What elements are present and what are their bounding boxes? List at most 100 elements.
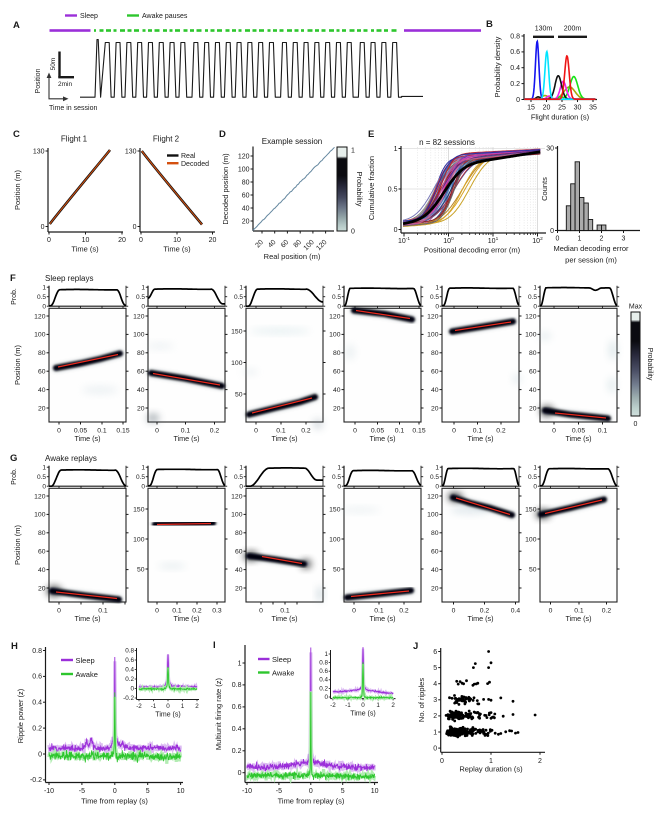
svg-text:0.6: 0.6 — [232, 704, 242, 711]
svg-text:0.5: 0.5 — [332, 474, 341, 481]
svg-text:0.5: 0.5 — [234, 474, 243, 481]
svg-text:0.05: 0.05 — [371, 428, 384, 435]
svg-text:2: 2 — [391, 702, 395, 709]
svg-text:per session (m): per session (m) — [565, 256, 617, 265]
svg-text:Time (s): Time (s) — [467, 614, 493, 623]
svg-text:0: 0 — [155, 428, 159, 435]
svg-text:60: 60 — [242, 192, 250, 199]
svg-text:10: 10 — [173, 237, 181, 244]
svg-text:0: 0 — [352, 608, 356, 615]
svg-text:50: 50 — [137, 566, 145, 573]
svg-text:Time (s): Time (s) — [369, 614, 395, 623]
svg-text:Time (s): Time (s) — [155, 712, 180, 719]
svg-text:Position (m): Position (m) — [13, 344, 22, 385]
svg-text:0: 0 — [238, 770, 242, 777]
svg-text:0: 0 — [57, 608, 61, 615]
svg-text:100: 100 — [238, 166, 250, 173]
svg-text:0: 0 — [113, 788, 117, 795]
svg-text:Position (m): Position (m) — [13, 524, 22, 565]
svg-text:60: 60 — [529, 369, 537, 376]
svg-text:1: 1 — [351, 148, 355, 155]
svg-text:1: 1 — [533, 464, 537, 471]
svg-text:0: 0 — [351, 229, 355, 236]
svg-text:0.5: 0.5 — [234, 294, 243, 301]
svg-text:0.3: 0.3 — [212, 608, 222, 615]
svg-text:100: 100 — [329, 536, 341, 543]
svg-text:Decoded: Decoded — [181, 161, 209, 168]
svg-text:-2: -2 — [136, 703, 142, 710]
svg-text:J: J — [413, 641, 418, 652]
svg-text:0.8: 0.8 — [319, 660, 328, 667]
svg-text:0.2: 0.2 — [510, 81, 520, 88]
svg-text:Real: Real — [181, 153, 196, 160]
svg-text:35: 35 — [589, 105, 597, 112]
svg-text:C: C — [13, 129, 20, 140]
svg-text:0.2: 0.2 — [496, 428, 506, 435]
svg-text:120: 120 — [133, 313, 145, 320]
svg-text:0: 0 — [452, 428, 456, 435]
svg-text:Replay duration (s): Replay duration (s) — [459, 765, 523, 774]
svg-text:Prob.: Prob. — [11, 468, 18, 485]
svg-text:A: A — [13, 20, 20, 31]
svg-text:100: 100 — [525, 332, 537, 339]
svg-text:Prob.: Prob. — [11, 288, 18, 305]
svg-text:2min: 2min — [58, 81, 72, 88]
svg-text:Time (s): Time (s) — [163, 245, 191, 254]
svg-text:0.2: 0.2 — [210, 428, 220, 435]
svg-text:-0.2: -0.2 — [123, 695, 134, 702]
svg-text:Probability: Probability — [355, 171, 364, 206]
svg-text:0.05: 0.05 — [572, 428, 585, 435]
svg-text:Time (s): Time (s) — [271, 434, 297, 443]
svg-text:5: 5 — [341, 788, 345, 795]
svg-text:0: 0 — [533, 483, 537, 490]
svg-text:0.1: 0.1 — [172, 608, 182, 615]
svg-text:100: 100 — [231, 512, 243, 519]
svg-text:0.6: 0.6 — [32, 674, 42, 681]
svg-text:D: D — [219, 129, 226, 140]
svg-text:20: 20 — [333, 405, 341, 412]
svg-text:Median decoding error: Median decoding error — [553, 244, 629, 253]
svg-text:E: E — [368, 129, 374, 140]
svg-text:Time (s): Time (s) — [271, 614, 297, 623]
svg-text:0.2: 0.2 — [319, 685, 328, 692]
svg-text:-10: -10 — [242, 788, 252, 795]
svg-text:0.2: 0.2 — [602, 608, 612, 615]
svg-text:0.8: 0.8 — [232, 682, 242, 689]
svg-text:40: 40 — [431, 567, 439, 574]
svg-text:1: 1 — [433, 729, 437, 736]
svg-text:0: 0 — [38, 751, 42, 758]
svg-text:0.05: 0.05 — [74, 428, 87, 435]
svg-text:Probability density: Probability density — [493, 36, 502, 97]
svg-text:0: 0 — [353, 428, 357, 435]
svg-text:Max: Max — [629, 304, 643, 311]
svg-text:10: 10 — [177, 788, 185, 795]
svg-text:120: 120 — [329, 313, 341, 320]
svg-text:-0.2: -0.2 — [30, 777, 42, 784]
svg-text:0: 0 — [155, 608, 159, 615]
svg-text:6: 6 — [433, 649, 437, 656]
svg-text:B: B — [486, 19, 493, 30]
svg-text:130m: 130m — [535, 26, 553, 33]
svg-text:60: 60 — [38, 369, 46, 376]
svg-text:Awake pauses: Awake pauses — [142, 13, 188, 20]
svg-text:20: 20 — [137, 405, 145, 412]
svg-text:0: 0 — [309, 788, 313, 795]
svg-text:0: 0 — [452, 608, 456, 615]
svg-text:20: 20 — [242, 218, 250, 225]
svg-text:1: 1 — [42, 284, 46, 291]
svg-text:Sleep replays: Sleep replays — [45, 274, 93, 283]
svg-text:20: 20 — [38, 585, 46, 592]
svg-text:20: 20 — [431, 585, 439, 592]
svg-text:0.8: 0.8 — [125, 647, 134, 654]
svg-text:0.2: 0.2 — [301, 428, 311, 435]
svg-text:0.4: 0.4 — [510, 65, 520, 72]
svg-text:Positional decoding error (m): Positional decoding error (m) — [424, 246, 521, 255]
svg-text:1: 1 — [376, 702, 380, 709]
svg-text:Probability: Probability — [646, 348, 653, 381]
svg-text:0.4: 0.4 — [32, 700, 42, 707]
svg-text:0.4: 0.4 — [319, 677, 328, 684]
svg-text:0: 0 — [259, 608, 263, 615]
svg-text:Time (s): Time (s) — [565, 614, 591, 623]
svg-text:40: 40 — [242, 205, 250, 212]
svg-text:Flight 1: Flight 1 — [61, 135, 88, 144]
